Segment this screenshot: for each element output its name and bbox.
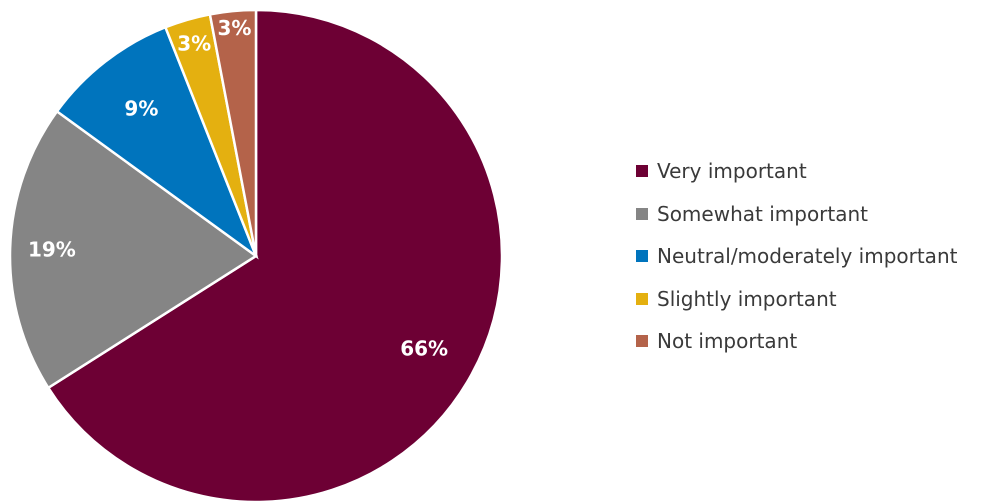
legend-item: Somewhat important	[636, 193, 957, 236]
legend-swatch	[636, 250, 648, 263]
slice-value-label: 3%	[177, 31, 211, 55]
legend-swatch	[636, 292, 648, 305]
legend-label: Slightly important	[657, 286, 837, 311]
legend-item: Slightly important	[636, 278, 957, 321]
slice-value-label: 9%	[124, 96, 158, 120]
legend-label: Not important	[657, 329, 798, 354]
legend-item: Not important	[636, 320, 957, 363]
pie-slice-neutral-moderately-important	[55, 25, 259, 260]
legend-item: Very important	[636, 150, 957, 193]
legend-label: Neutral/moderately important	[657, 244, 958, 269]
legend-item: Neutral/moderately important	[636, 235, 957, 278]
legend-label: Very important	[657, 159, 807, 184]
legend-swatch	[636, 165, 648, 178]
legend-swatch	[636, 207, 648, 220]
pie-slice-not-important	[208, 8, 258, 257]
pie-slice-somewhat-important	[8, 109, 259, 390]
pie-slice-very-important	[46, 8, 504, 502]
legend-label: Somewhat important	[657, 201, 869, 226]
slice-value-label: 3%	[217, 16, 251, 40]
legend-swatch	[636, 335, 648, 348]
slice-value-label: 66%	[400, 336, 448, 360]
slice-value-label: 19%	[28, 238, 76, 262]
pie-slices	[8, 8, 504, 502]
legend: Very important Somewhat important Neutral/…	[636, 150, 957, 363]
pie-value-labels: 66% 19% 9% 3%3%	[28, 16, 448, 360]
